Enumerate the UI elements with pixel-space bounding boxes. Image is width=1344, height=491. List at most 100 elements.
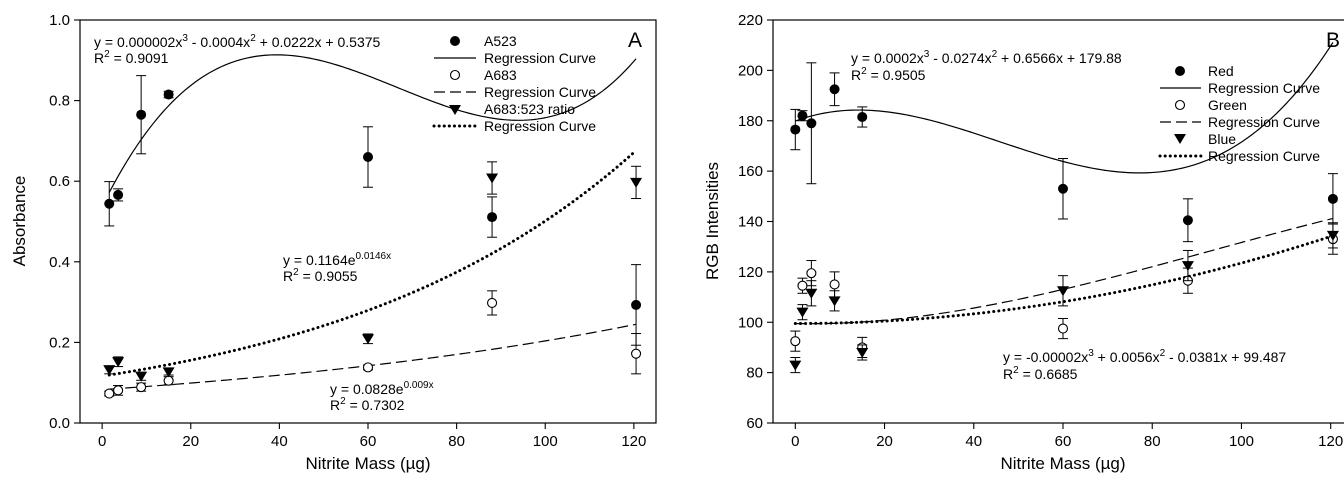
data-point-a683 [136, 382, 147, 393]
data-point-blue [1326, 230, 1339, 241]
legend-label-regression-dashed-a: Regression Curve [484, 84, 596, 100]
data-point-a683 [362, 362, 374, 373]
regression-curve-dashed [795, 217, 1334, 325]
data-point-a683-523-ratio [630, 177, 643, 188]
svg-text:R2 = 0.6685: R2 = 0.6685 [1003, 365, 1078, 382]
x-tick-label: 40 [965, 433, 982, 450]
legend-label-regression-solid-b: Regression Curve [1208, 80, 1320, 96]
legend-marker-a523 [450, 36, 460, 46]
x-tick-label: 80 [448, 433, 465, 450]
data-point-a683-523-ratio [112, 357, 125, 368]
svg-text:R2 = 0.9055: R2 = 0.9055 [283, 267, 358, 284]
chart-panel-a: 0 20 40 60 80 100 120 0.0 0.2 0.4 0.6 0.8 1.0 Nitrit… [10, 12, 657, 473]
legend-marker-ratio [449, 105, 461, 115]
equation-annotation-red-b: y = 0.0002x3 - 0.0274x2 + 0.6566x + 179.… [851, 49, 1122, 83]
data-point-blue [789, 360, 802, 371]
data-point-blue [1057, 286, 1069, 297]
data-point-a683-523-ratio [486, 173, 499, 184]
svg-text:y = -0.00002x3 + 0.0056x2 - 0.: y = -0.00002x3 + 0.0056x2 - 0.0381x + 99… [1003, 348, 1286, 365]
data-point-a683-523-ratio [103, 365, 116, 376]
data-point-red [797, 110, 808, 121]
y-tick-label: 180 [738, 113, 763, 130]
y-tick-label: 140 [738, 214, 763, 231]
data-point-red [790, 124, 801, 135]
legend-marker-a683 [449, 69, 461, 81]
x-tick-label: 20 [182, 433, 199, 450]
data-point-a523 [487, 212, 498, 223]
svg-text:R2 = 0.7302: R2 = 0.7302 [330, 396, 405, 413]
legend-marker-green [1174, 99, 1186, 111]
data-point-red [857, 111, 868, 122]
data-point-a523 [163, 89, 174, 100]
data-point-red [1327, 193, 1338, 204]
data-point-a683 [631, 348, 642, 359]
legend-label-a523: A523 [484, 33, 517, 49]
data-point-blue [856, 347, 869, 358]
legend-marker-red [1175, 66, 1185, 76]
axes-a: 0 20 40 60 80 100 120 0.0 0.2 0.4 0.6 0.8 1.0 [49, 12, 646, 450]
y-axis-label-a: Absorbance [10, 176, 29, 267]
x-axis-label-b: Nitrite Mass (µg) [1000, 454, 1125, 473]
equation-annotation-ratio-a: y = 0.1164e0.0146x R2 = 0.9055 [283, 251, 391, 284]
y-tick-label: 0.8 [49, 93, 70, 110]
x-tick-label: 40 [271, 433, 288, 450]
svg-text:y = 0.0002x3 - 0.0274x2 + 0.65: y = 0.0002x3 - 0.0274x2 + 0.6566x + 179.… [851, 49, 1122, 66]
y-tick-label: 1.0 [49, 12, 70, 29]
legend-b: Red Regression Curve Green Regression Cu… [1158, 63, 1320, 164]
regression-curve-dotted [107, 149, 638, 377]
y-tick-label: 60 [746, 415, 763, 432]
x-tick-label: 120 [1318, 433, 1343, 450]
legend-label-regression-dotted-a: Regression Curve [484, 118, 596, 134]
data-point-a523 [136, 109, 147, 120]
y-tick-label: 80 [746, 365, 763, 382]
data-point-green [806, 268, 817, 279]
data-point-green [1057, 323, 1069, 334]
panel-letter-b: B [1326, 29, 1340, 52]
data-points-b [789, 62, 1339, 374]
data-point-a523 [104, 198, 115, 209]
data-point-green [790, 336, 801, 347]
legend-label-regression-solid-a: Regression Curve [484, 50, 596, 66]
panel-letter-a: A [628, 29, 642, 52]
y-tick-label: 0.6 [49, 173, 70, 190]
legend-label-regression-dotted-b: Regression Curve [1208, 148, 1320, 164]
data-point-a683 [163, 375, 174, 386]
data-point-a523 [113, 189, 124, 200]
svg-text:R2 = 0.9091: R2 = 0.9091 [94, 49, 169, 66]
legend-label-regression-dashed-b: Regression Curve [1208, 114, 1320, 130]
data-point-red [1058, 183, 1068, 194]
y-tick-label: 0.4 [49, 254, 70, 271]
x-tick-label: 80 [1144, 433, 1161, 450]
data-point-a683-523-ratio [362, 334, 374, 345]
y-tick-label: 0.2 [49, 334, 70, 351]
data-point-blue [828, 296, 841, 307]
legend-label-red: Red [1208, 63, 1234, 79]
equation-annotation-green-b: y = -0.00002x3 + 0.0056x2 - 0.0381x + 99… [1003, 348, 1286, 382]
data-point-a683 [487, 297, 498, 308]
legend-marker-blue [1174, 134, 1186, 144]
data-point-red [1182, 215, 1193, 226]
legend-a: A523 Regression Curve A683 Regression Cu… [432, 33, 596, 134]
chart-panel-b: 0 20 40 60 80 100 120 60 80 100 120 140 160 180 200 220… [703, 12, 1344, 473]
legend-label-green: Green [1208, 97, 1247, 113]
x-tick-label: 0 [98, 433, 106, 450]
data-points-a [103, 75, 643, 399]
legend-label-ratio: A683:523 ratio [484, 101, 575, 117]
x-tick-label: 20 [876, 433, 893, 450]
data-point-a523 [363, 152, 373, 163]
y-tick-label: 120 [738, 264, 763, 281]
regression-curve-dotted [793, 234, 1335, 326]
data-point-green [829, 279, 840, 290]
svg-text:y = 0.000002x3 - 0.0004x2 + 0.: y = 0.000002x3 - 0.0004x2 + 0.0222x + 0.… [94, 33, 381, 50]
legend-label-a683: A683 [484, 67, 517, 83]
data-point-a683 [104, 388, 115, 399]
regression-curve-solid [108, 54, 637, 193]
y-axis-label-b: RGB Intensities [703, 162, 722, 280]
data-point-blue [796, 307, 809, 318]
legend-label-blue: Blue [1208, 131, 1236, 147]
data-point-a523 [631, 299, 642, 310]
y-tick-label: 200 [738, 62, 763, 79]
y-tick-label: 0.0 [49, 415, 70, 432]
x-tick-label: 60 [1055, 433, 1072, 450]
